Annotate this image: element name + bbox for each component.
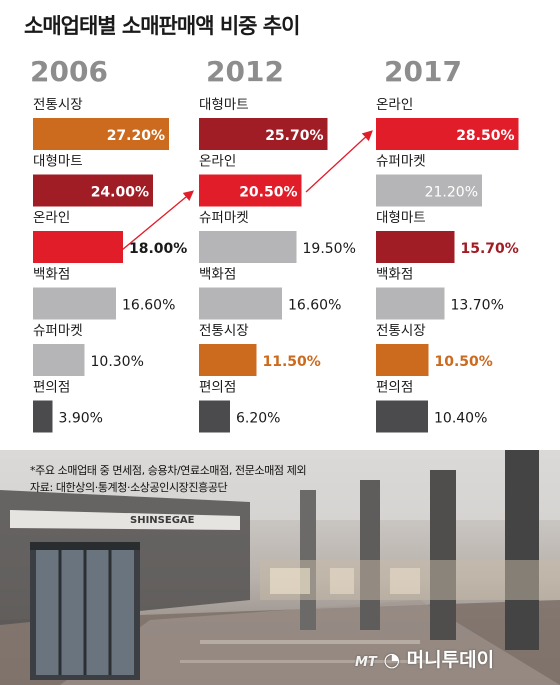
value-label-2017-department-store: 13.70%	[451, 298, 504, 314]
category-label-2017-online: 온라인	[376, 97, 413, 113]
logo-mt-mark: MT	[355, 655, 377, 670]
bar-2006-online	[33, 231, 123, 263]
category-label-2006-hypermarket: 대형마트	[33, 154, 83, 170]
category-label-2017-department-store: 백화점	[376, 267, 413, 283]
bar-2006-department-store	[33, 287, 116, 320]
year-label-2006: 2006	[30, 55, 108, 88]
logo-circle-icon: ◔	[383, 649, 401, 671]
value-label-2012-department-store: 16.60%	[288, 298, 341, 314]
footnote-exclusions: *주요 소매업태 중 면세점, 승용차/연료소매점, 전문소매점 제외	[30, 464, 307, 477]
publisher-logo: MT ◔ 머니투데이	[355, 645, 494, 672]
value-label-2012-convenience-store: 6.20%	[236, 411, 280, 427]
value-label-2017-hypermarket: 15.70%	[461, 241, 519, 257]
chart-title: 소매업태별 소매판매액 비중 추이	[24, 14, 300, 38]
value-label-2012-traditional-market: 11.50%	[263, 354, 321, 370]
category-label-2012-hypermarket: 대형마트	[199, 97, 249, 113]
online-arrow-2006-2012	[121, 190, 195, 251]
bar-2017-supermarket	[376, 174, 482, 207]
value-label-2012-online: 20.50%	[239, 185, 297, 201]
background-photo: SHINSEGAE	[0, 450, 560, 685]
category-label-2012-department-store: 백화점	[199, 267, 236, 283]
store-sign-text: SHINSEGAE	[130, 515, 195, 526]
category-label-2012-traditional-market: 전통시장	[199, 323, 249, 339]
bar-2006-supermarket	[33, 344, 85, 376]
year-label-2017: 2017	[384, 55, 462, 88]
bar-2006-convenience-store	[33, 400, 53, 433]
footnote-source: 자료: 대한상의·통계청·소상공인시장진흥공단	[30, 481, 228, 494]
category-label-2006-online: 온라인	[33, 210, 70, 226]
bar-2006-hypermarket	[33, 174, 153, 207]
value-label-2017-traditional-market: 10.50%	[435, 354, 493, 370]
online-arrow-2012-2017	[305, 130, 373, 193]
category-label-2006-supermarket: 슈퍼마켓	[33, 323, 83, 339]
category-label-2017-supermarket: 슈퍼마켓	[376, 154, 426, 170]
bar-2017-online	[376, 118, 519, 150]
bar-2012-hypermarket	[199, 118, 328, 150]
mall-interior-illustration: SHINSEGAE	[0, 450, 560, 685]
bar-2012-convenience-store	[199, 400, 230, 433]
bar-2017-convenience-store	[376, 400, 428, 433]
category-label-2017-hypermarket: 대형마트	[376, 210, 426, 226]
year-label-2012: 2012	[206, 55, 284, 88]
category-label-2006-department-store: 백화점	[33, 267, 70, 283]
category-label-2006-traditional-market: 전통시장	[33, 97, 83, 113]
value-label-2012-supermarket: 19.50%	[303, 241, 356, 257]
bar-2012-online	[199, 174, 302, 207]
value-label-2017-online: 28.50%	[456, 128, 514, 144]
footnotes: *주요 소매업태 중 면세점, 승용차/연료소매점, 전문소매점 제외 자료: …	[30, 462, 307, 496]
value-label-2006-online: 18.00%	[129, 241, 187, 257]
bar-2012-department-store	[199, 287, 282, 320]
bar-2017-hypermarket	[376, 231, 455, 263]
value-label-2006-supermarket: 10.30%	[91, 354, 144, 370]
logo-name: 머니투데이	[406, 649, 495, 671]
category-label-2017-traditional-market: 전통시장	[376, 323, 426, 339]
value-label-2012-hypermarket: 25.70%	[265, 128, 323, 144]
bar-2006-traditional-market	[33, 118, 169, 150]
bar-2017-department-store	[376, 287, 445, 320]
value-label-2006-department-store: 16.60%	[122, 298, 175, 314]
category-label-2012-supermarket: 슈퍼마켓	[199, 210, 249, 226]
value-label-2006-hypermarket: 24.00%	[91, 185, 149, 201]
bar-2012-supermarket	[199, 231, 297, 263]
bar-2017-traditional-market	[376, 344, 429, 376]
category-label-2012-online: 온라인	[199, 154, 236, 170]
value-label-2006-convenience-store: 3.90%	[59, 411, 103, 427]
value-label-2006-traditional-market: 27.20%	[107, 128, 165, 144]
value-label-2017-convenience-store: 10.40%	[434, 411, 487, 427]
bar-chart-canvas: 전통시장 27.20% 대형마트 24.00% 온라인 18.00% 백화점 16.60% 슈퍼…	[33, 97, 519, 433]
category-label-2017-convenience-store: 편의점	[376, 380, 413, 396]
value-label-2017-supermarket: 21.20%	[425, 185, 478, 201]
category-label-2012-convenience-store: 편의점	[199, 380, 236, 396]
category-label-2006-convenience-store: 편의점	[33, 380, 70, 396]
bar-2012-traditional-market	[199, 344, 257, 376]
